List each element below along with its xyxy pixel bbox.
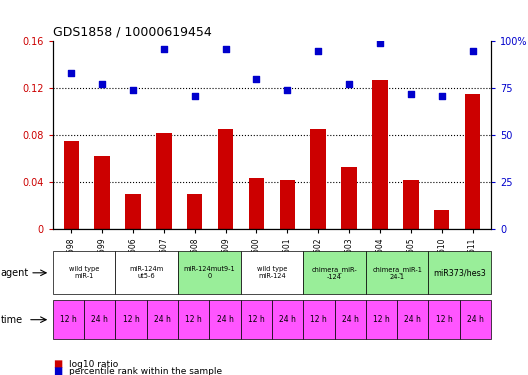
Text: miR-124mut9-1
0: miR-124mut9-1 0	[184, 266, 235, 279]
Bar	[403, 180, 419, 229]
Point	[98, 81, 107, 87]
Bar	[465, 94, 480, 229]
Text: 12 h: 12 h	[60, 315, 77, 324]
Text: miR373/hes3: miR373/hes3	[433, 268, 486, 278]
Point	[437, 93, 446, 99]
Point	[129, 87, 137, 93]
Bar	[434, 210, 449, 229]
Text: chimera_miR-
-124: chimera_miR- -124	[312, 266, 357, 280]
Text: agent: agent	[1, 268, 29, 278]
Text: wild type
miR-1: wild type miR-1	[69, 266, 99, 279]
Text: chimera_miR-1
24-1: chimera_miR-1 24-1	[372, 266, 422, 280]
Point	[468, 48, 477, 54]
Point	[407, 91, 415, 97]
Text: 12 h: 12 h	[248, 315, 265, 324]
Bar	[310, 129, 326, 229]
Text: ■: ■	[53, 366, 62, 375]
Bar	[187, 194, 202, 229]
Text: 24 h: 24 h	[154, 315, 171, 324]
Text: miR-124m
ut5-6: miR-124m ut5-6	[129, 266, 164, 279]
Bar	[218, 129, 233, 229]
Bar	[342, 166, 357, 229]
Text: GDS1858 / 10000619454: GDS1858 / 10000619454	[53, 26, 212, 39]
Bar	[125, 194, 141, 229]
Text: wild type
miR-124: wild type miR-124	[257, 266, 287, 279]
Text: 12 h: 12 h	[122, 315, 139, 324]
Text: 24 h: 24 h	[404, 315, 421, 324]
Point	[376, 40, 384, 46]
Bar	[280, 180, 295, 229]
Bar	[95, 156, 110, 229]
Point	[314, 48, 323, 54]
Point	[252, 76, 261, 82]
Point	[345, 81, 353, 87]
Text: 12 h: 12 h	[436, 315, 452, 324]
Text: ■: ■	[53, 360, 62, 369]
Text: time: time	[1, 315, 23, 325]
Text: 12 h: 12 h	[185, 315, 202, 324]
Text: 24 h: 24 h	[91, 315, 108, 324]
Point	[191, 93, 199, 99]
Bar	[63, 141, 79, 229]
Text: 12 h: 12 h	[310, 315, 327, 324]
Text: 24 h: 24 h	[279, 315, 296, 324]
Point	[221, 46, 230, 52]
Point	[159, 46, 168, 52]
Point	[283, 87, 291, 93]
Text: percentile rank within the sample: percentile rank within the sample	[69, 367, 222, 375]
Text: 24 h: 24 h	[467, 315, 484, 324]
Bar	[156, 133, 172, 229]
Bar	[372, 80, 388, 229]
Text: 12 h: 12 h	[373, 315, 390, 324]
Text: 24 h: 24 h	[216, 315, 233, 324]
Bar	[249, 178, 264, 229]
Text: 24 h: 24 h	[342, 315, 359, 324]
Point	[67, 70, 76, 76]
Text: log10 ratio: log10 ratio	[69, 360, 118, 369]
